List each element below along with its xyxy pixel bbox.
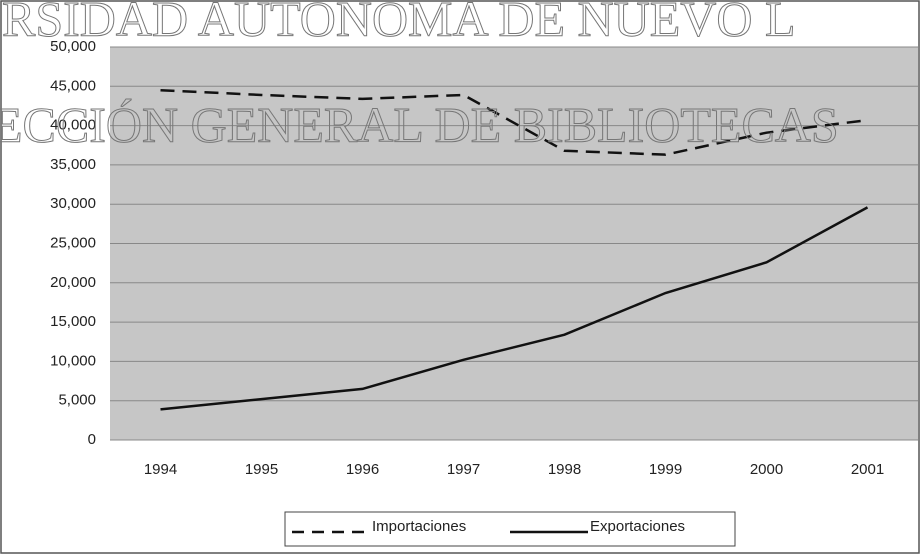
y-tick-label: 30,000 — [50, 195, 96, 212]
y-tick-label: 15,000 — [50, 313, 96, 330]
x-tick-label: 1994 — [144, 461, 177, 478]
x-tick-label: 1996 — [346, 461, 379, 478]
legend-box — [284, 511, 736, 547]
x-tick-label: 1997 — [447, 461, 480, 478]
series-line — [160, 88, 868, 156]
y-tick-label: 40,000 — [50, 117, 96, 134]
y-tick-label: 5,000 — [58, 392, 96, 409]
y-tick-label: 35,000 — [50, 156, 96, 173]
y-tick-label: 25,000 — [50, 234, 96, 251]
watermark: ECCIÓN GENERAL DE BIBLIOTECAS — [0, 96, 839, 152]
y-tick-label: 0 — [88, 431, 96, 448]
x-tick-label: 1995 — [245, 461, 278, 478]
watermark: RSIDAD AUTONOMA DE NUEVO L — [2, 0, 796, 46]
legend-label: Importaciones — [372, 518, 466, 535]
x-tick-label: 1998 — [548, 461, 581, 478]
series-line — [160, 206, 869, 411]
x-tick-label: 2000 — [750, 461, 783, 478]
y-tick-label: 50,000 — [50, 38, 96, 55]
y-tick-label: 20,000 — [50, 274, 96, 291]
x-tick-label: 2001 — [851, 461, 884, 478]
y-tick-label: 45,000 — [50, 77, 96, 94]
legend-label: Exportaciones — [590, 518, 685, 535]
y-tick-label: 10,000 — [50, 352, 96, 369]
x-tick-label: 1999 — [649, 461, 682, 478]
